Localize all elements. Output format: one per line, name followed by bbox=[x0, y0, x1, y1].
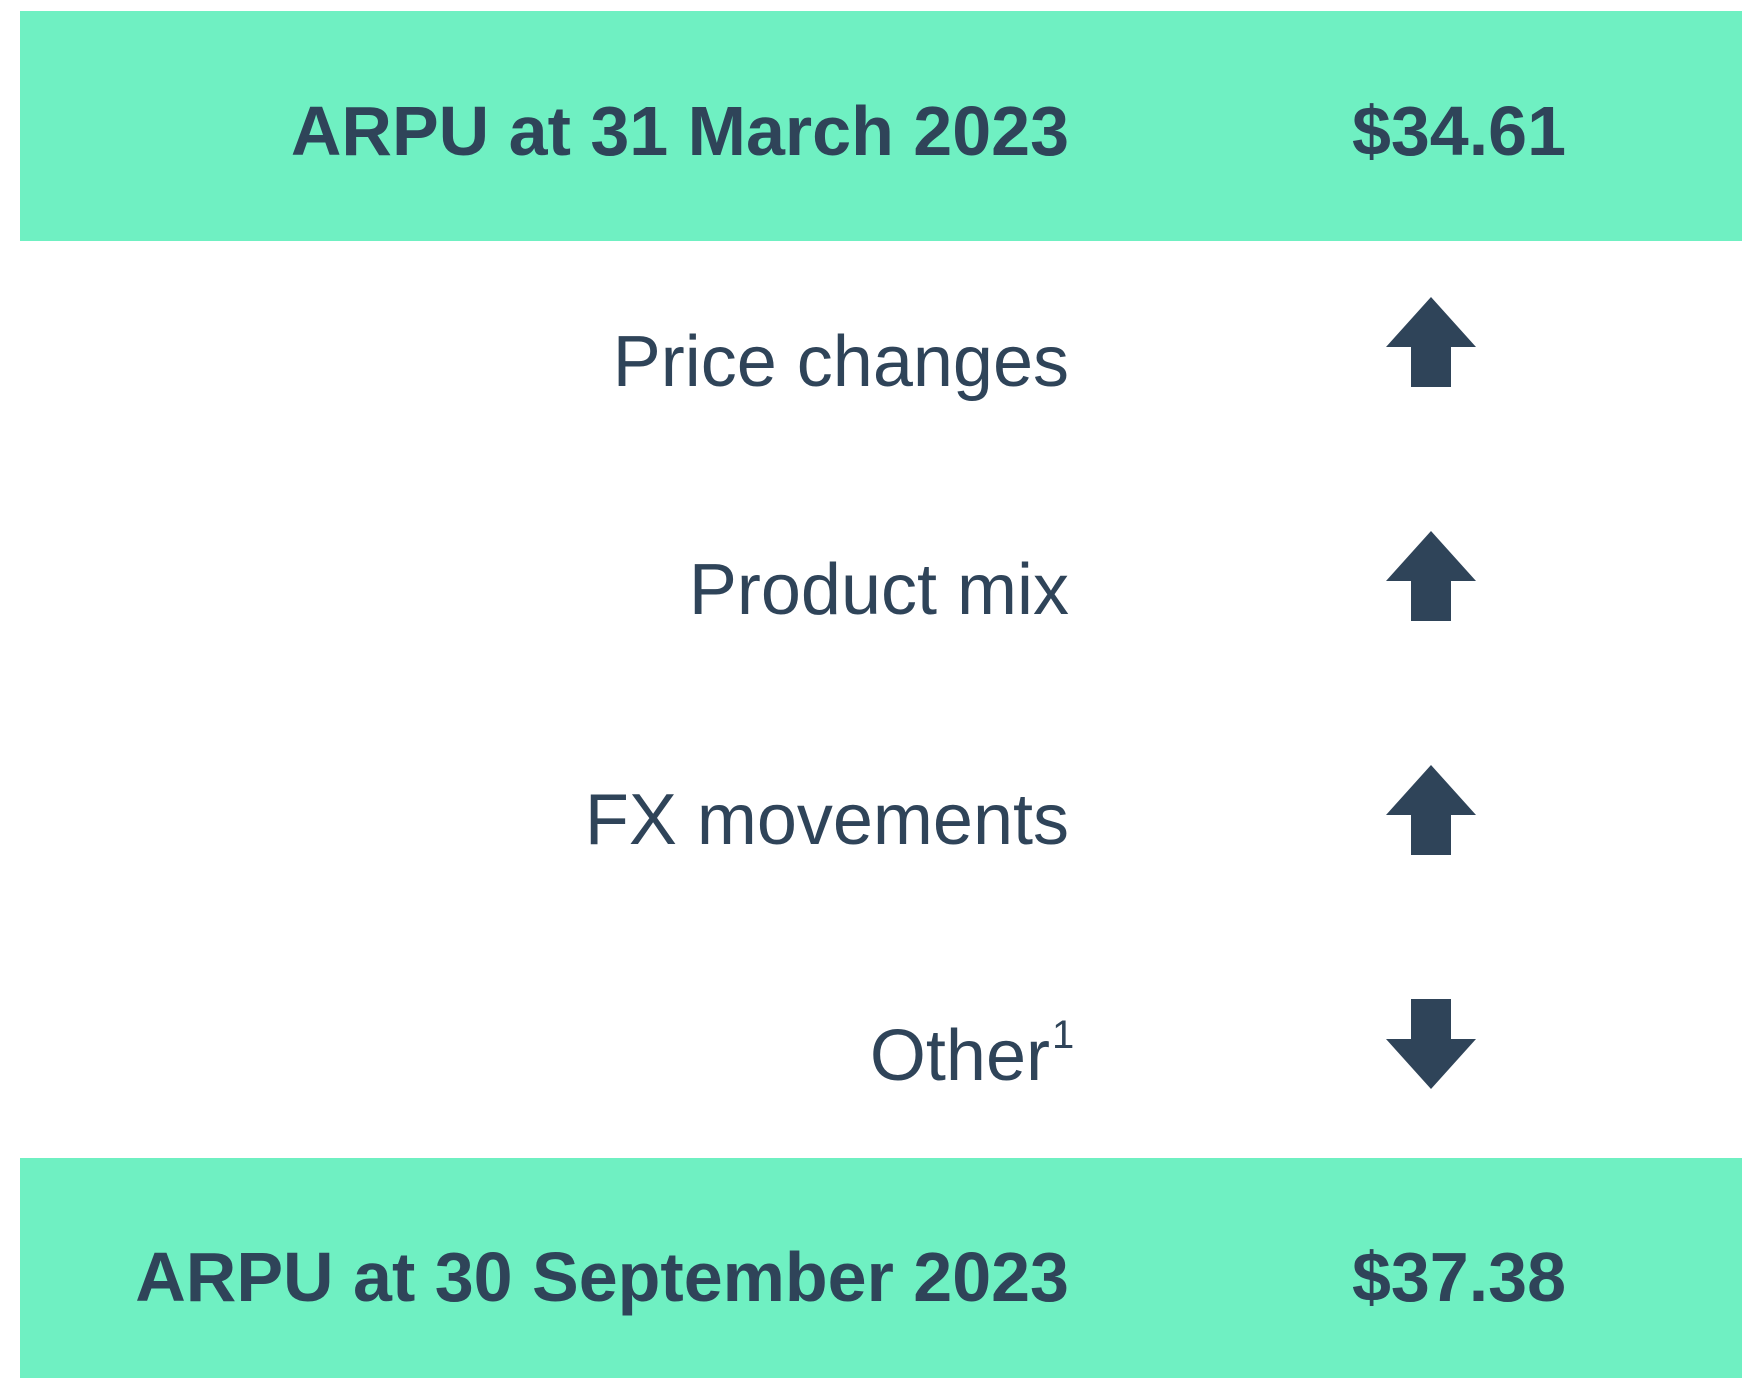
driver-label: Price changes bbox=[613, 322, 1069, 402]
driver-label: FX movements bbox=[585, 780, 1069, 860]
driver-label: Other bbox=[870, 1016, 1050, 1096]
footnote-marker: 1 bbox=[1052, 1013, 1074, 1057]
up-arrow bbox=[1386, 531, 1476, 621]
end-value: $37.38 bbox=[1352, 1238, 1566, 1316]
end-label: ARPU at 30 September 2023 bbox=[135, 1238, 1069, 1316]
driver-label: Product mix bbox=[689, 550, 1069, 630]
end-band bbox=[20, 1158, 1742, 1378]
start-band bbox=[20, 11, 1742, 241]
down-arrow bbox=[1386, 999, 1476, 1089]
up-arrow bbox=[1386, 297, 1476, 387]
start-value: $34.61 bbox=[1352, 92, 1566, 170]
up-arrow bbox=[1386, 765, 1476, 855]
start-label: ARPU at 31 March 2023 bbox=[291, 92, 1069, 170]
